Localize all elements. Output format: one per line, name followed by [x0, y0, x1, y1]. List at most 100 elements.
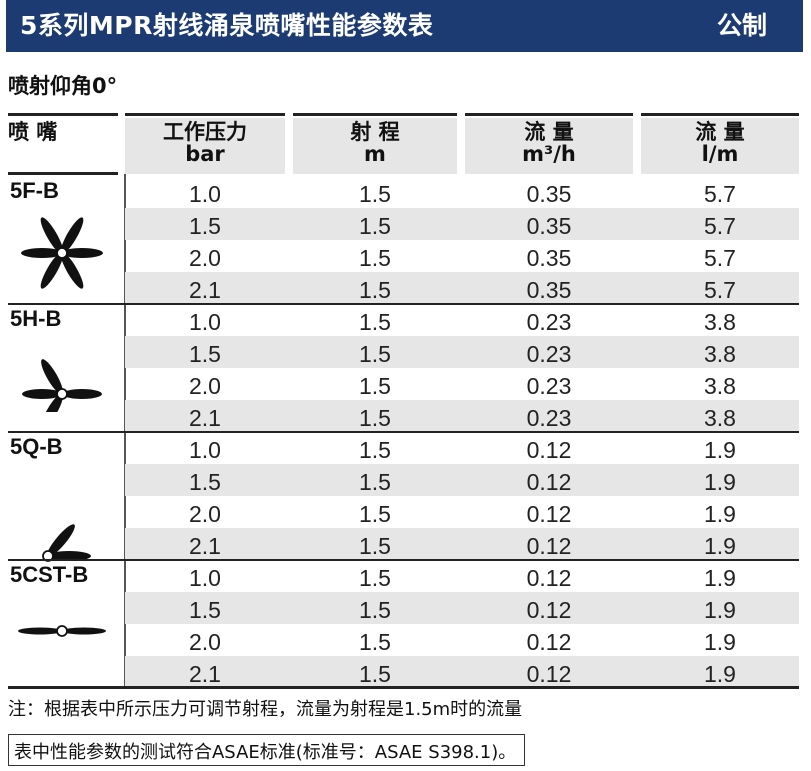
- cell-flow-m3: 0.12: [526, 533, 572, 559]
- cell-radius: 1.5: [359, 437, 391, 463]
- group-divider: [8, 559, 799, 561]
- table-row: 2.0 1.5 0.23 3.8: [125, 368, 799, 400]
- table-row: 1.0 1.5 0.35 5.7: [125, 176, 799, 208]
- cell-flow-m3: 0.12: [526, 597, 572, 623]
- cell-flow-m3: 0.12: [526, 565, 572, 591]
- cell-pressure: 2.1: [189, 661, 221, 687]
- cell-flow-lm: 3.8: [704, 341, 736, 367]
- cell-radius: 1.5: [359, 629, 391, 655]
- cell-flow-lm: 3.8: [704, 405, 736, 431]
- cell-pressure: 1.0: [189, 565, 221, 591]
- cell-radius: 1.5: [359, 501, 391, 527]
- nozzle-model-label: 5Q-B: [10, 434, 63, 459]
- cell-flow-m3: 0.35: [526, 181, 572, 207]
- table-row: 2.1 1.5 0.12 1.9: [125, 656, 799, 688]
- cell-flow-lm: 1.9: [704, 533, 736, 559]
- table-row: 1.5 1.5 0.35 5.7: [125, 208, 799, 240]
- cell-pressure: 2.1: [189, 405, 221, 431]
- cell-flow-lm: 5.7: [704, 213, 736, 239]
- table-row: 2.0 1.5 0.12 1.9: [125, 624, 799, 656]
- table-row: 1.5 1.5 0.12 1.9: [125, 464, 799, 496]
- cell-flow-lm: 1.9: [704, 629, 736, 655]
- cell-flow-m3: 0.35: [526, 213, 572, 239]
- table-row: 2.0 1.5 0.35 5.7: [125, 240, 799, 272]
- header-rule: [125, 113, 285, 116]
- spray-angle-subtitle: 喷射仰角0°: [8, 74, 118, 98]
- cell-pressure: 1.0: [189, 437, 221, 463]
- cell-pressure: 1.5: [189, 469, 221, 495]
- table-row: 1.5 1.5 0.12 1.9: [125, 592, 799, 624]
- cell-flow-m3: 0.12: [526, 469, 572, 495]
- cell-radius: 1.5: [359, 597, 391, 623]
- flow-m3h-label: 流 量: [524, 120, 574, 144]
- column-header-nozzle: 喷 嘴: [8, 120, 58, 144]
- nozzle-model-label: 5H-B: [10, 306, 62, 331]
- cell-pressure: 2.1: [189, 533, 221, 559]
- cell-flow-lm: 1.9: [704, 501, 736, 527]
- cell-pressure: 2.0: [189, 245, 221, 271]
- cell-flow-m3: 0.23: [526, 341, 572, 367]
- cell-pressure: 1.0: [189, 181, 221, 207]
- table-row: 1.0 1.5 0.12 1.9: [125, 432, 799, 464]
- cell-flow-m3: 0.35: [526, 245, 572, 271]
- table-bottom-rule: [8, 686, 799, 689]
- cell-flow-lm: 1.9: [704, 661, 736, 687]
- cell-radius: 1.5: [359, 245, 391, 271]
- cell-pressure: 2.0: [189, 373, 221, 399]
- cell-flow-lm: 1.9: [704, 437, 736, 463]
- radius-label: 射 程: [350, 120, 400, 144]
- group-divider: [8, 431, 799, 433]
- unit-label: 公制: [716, 11, 767, 40]
- title-banner: 5系列MPR射线涌泉喷嘴性能参数表 公制: [6, 0, 803, 52]
- cell-flow-lm: 5.7: [704, 245, 736, 271]
- cell-flow-m3: 0.12: [526, 661, 572, 687]
- cell-flow-m3: 0.23: [526, 373, 572, 399]
- pressure-label: 工作压力: [163, 120, 247, 144]
- cell-flow-lm: 5.7: [704, 277, 736, 303]
- cell-pressure: 1.5: [189, 213, 221, 239]
- cell-flow-m3: 0.12: [526, 437, 572, 463]
- table-row: 2.1 1.5 0.12 1.9: [125, 528, 799, 560]
- flow-lm-label: 流 量: [695, 120, 745, 144]
- cell-radius: 1.5: [359, 373, 391, 399]
- header-rule: [641, 113, 799, 116]
- cell-radius: 1.5: [359, 341, 391, 367]
- cell-flow-m3: 0.23: [526, 405, 572, 431]
- cell-radius: 1.5: [359, 213, 391, 239]
- cell-radius: 1.5: [359, 565, 391, 591]
- standard-note: 表中性能参数的测试符合ASAE标准(标准号：ASAE S398.1)。: [8, 734, 526, 766]
- table-row: 1.5 1.5 0.23 3.8: [125, 336, 799, 368]
- cell-flow-m3: 0.23: [526, 309, 572, 335]
- nozzle-model-label: 5CST-B: [10, 562, 89, 587]
- cell-flow-lm: 1.9: [704, 565, 736, 591]
- header-underline: [8, 172, 118, 175]
- cell-flow-lm: 3.8: [704, 373, 736, 399]
- column-header-flow-m3h: 流 量 m³/h: [465, 118, 633, 174]
- table-row: 2.0 1.5 0.12 1.9: [125, 496, 799, 528]
- cell-radius: 1.5: [359, 181, 391, 207]
- group-divider: [8, 303, 799, 305]
- pressure-unit: bar: [185, 142, 225, 166]
- cell-flow-lm: 1.9: [704, 469, 736, 495]
- nozzle-model-label: 5F-B: [10, 178, 59, 203]
- cell-pressure: 1.5: [189, 597, 221, 623]
- cell-flow-lm: 3.8: [704, 309, 736, 335]
- cell-pressure: 2.0: [189, 629, 221, 655]
- table-row: 2.1 1.5 0.35 5.7: [125, 272, 799, 304]
- header-rule: [8, 113, 118, 116]
- page-title: 5系列MPR射线涌泉喷嘴性能参数表: [20, 11, 434, 40]
- cell-flow-m3: 0.35: [526, 277, 572, 303]
- cell-pressure: 2.1: [189, 277, 221, 303]
- header-rule: [293, 113, 457, 116]
- cell-flow-lm: 1.9: [704, 597, 736, 623]
- cell-pressure: 1.5: [189, 341, 221, 367]
- flow-lm-unit: l/m: [701, 142, 739, 166]
- cell-radius: 1.5: [359, 405, 391, 431]
- flow-m3h-unit: m³/h: [522, 142, 576, 166]
- footnote: 注：根据表中所示压力可调节射程，流量为射程是1.5m时的流量: [8, 699, 523, 720]
- cell-radius: 1.5: [359, 309, 391, 335]
- table-row: 1.0 1.5 0.12 1.9: [125, 560, 799, 592]
- cell-flow-m3: 0.12: [526, 501, 572, 527]
- center-strip-pattern-icon: [14, 616, 110, 650]
- full-circle-pattern-icon: [14, 216, 110, 294]
